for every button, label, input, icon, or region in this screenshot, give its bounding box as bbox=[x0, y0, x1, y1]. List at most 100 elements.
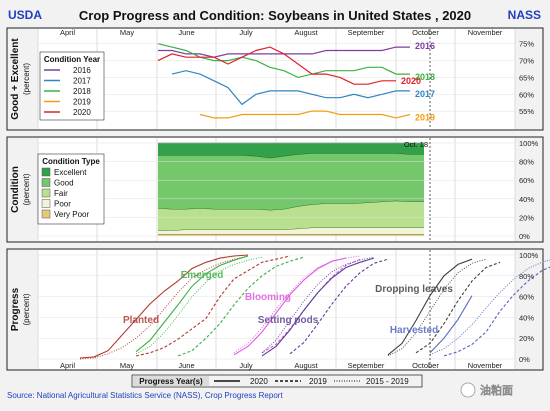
condition-area-fair bbox=[158, 200, 424, 231]
legend-swatch-very-poor bbox=[41, 209, 51, 219]
legend-label-2019: 2019 bbox=[73, 98, 91, 107]
footer: Source: National Agricultural Statistics… bbox=[7, 374, 513, 400]
month-label: April bbox=[60, 361, 75, 370]
series-line-2020 bbox=[157, 46, 396, 85]
progress-panel: 100% 80% 60% 40% 20% 0% Progress (percent) April… bbox=[6, 248, 550, 371]
legend-label-excellent: Excellent bbox=[54, 168, 87, 177]
y-tick-label: 0% bbox=[519, 232, 530, 241]
month-label: July bbox=[239, 361, 253, 370]
plot-area bbox=[38, 250, 515, 369]
legend-title: Condition Type bbox=[42, 157, 100, 166]
y-axis-unit: (percent) bbox=[22, 63, 31, 95]
y-tick-label: 20% bbox=[519, 213, 534, 222]
stage-label-blooming: Blooming bbox=[245, 292, 291, 303]
series-end-label-2018: 2018 bbox=[415, 72, 435, 82]
legend-label-2020: 2020 bbox=[73, 108, 91, 117]
y-axis-unit: (percent) bbox=[22, 293, 31, 325]
month-label: November bbox=[468, 361, 503, 370]
y-tick-label: 60% bbox=[519, 176, 534, 185]
chart-title: Crop Progress and Condition: Soybeans in… bbox=[79, 8, 471, 23]
stage-label-harvested: Harvested bbox=[390, 325, 438, 336]
y-tick-label: 100% bbox=[519, 251, 539, 260]
condition-area-poor bbox=[158, 227, 424, 235]
legend-label-poor: Poor bbox=[54, 200, 71, 209]
legend-swatch-excellent bbox=[41, 167, 51, 177]
legend-swatch-poor bbox=[41, 199, 51, 208]
month-label: June bbox=[178, 28, 194, 37]
series-end-label-2016: 2016 bbox=[415, 41, 435, 51]
legend-box bbox=[39, 51, 105, 121]
condition-area-very-poor bbox=[158, 234, 424, 236]
y-tick-label: 80% bbox=[519, 272, 534, 281]
legend-2019-label: 2019 bbox=[309, 377, 327, 386]
current-date-label: Oct. 18 bbox=[404, 140, 428, 149]
legend-swatch-good bbox=[41, 178, 51, 187]
month-label: June bbox=[178, 361, 194, 370]
y-tick-label: 70% bbox=[519, 57, 534, 66]
progress-line-emerged-2020 bbox=[135, 255, 249, 353]
month-label: September bbox=[348, 361, 385, 370]
y-axis-title: Condition bbox=[10, 166, 21, 213]
good-excellent-panel: April May June July August September October No… bbox=[6, 27, 544, 131]
legend-label-very-poor: Very Poor bbox=[54, 210, 89, 219]
legend-title: Condition Year bbox=[44, 55, 100, 64]
month-label: July bbox=[239, 28, 253, 37]
stage-label-dropping-leaves: Dropping leaves bbox=[375, 284, 453, 295]
legend-2020-label: 2020 bbox=[250, 377, 268, 386]
series-end-label-2019: 2019 bbox=[415, 113, 435, 123]
legend-label-good: Good bbox=[54, 179, 74, 188]
source-note: Source: National Agricultural Statistics… bbox=[7, 391, 283, 400]
y-axis-unit: (percent) bbox=[22, 173, 31, 205]
month-label: August bbox=[294, 361, 318, 370]
month-label: May bbox=[120, 361, 134, 370]
y-tick-label: 0% bbox=[519, 355, 530, 364]
progress-line-harvested-2020 bbox=[429, 295, 473, 354]
month-label: October bbox=[412, 361, 439, 370]
stage-label-planted: Planted bbox=[123, 315, 159, 326]
wechat-icon bbox=[460, 382, 476, 398]
month-label: August bbox=[294, 28, 318, 37]
usda-logo: USDA bbox=[8, 8, 42, 22]
legend-swatch-fair bbox=[41, 188, 51, 198]
y-tick-label: 40% bbox=[519, 195, 534, 204]
watermark-text: 油粕面 bbox=[480, 383, 513, 397]
condition-panel: 100% 80% 60% 40% 20% 0% Condition (percent) Oct.… bbox=[6, 136, 544, 243]
plot-area bbox=[38, 29, 515, 129]
y-tick-label: 80% bbox=[519, 158, 534, 167]
progress-line-emerged-2019 bbox=[177, 256, 305, 357]
progress-line-harvested-2019 bbox=[443, 266, 550, 357]
progress-line-planted-2020 bbox=[79, 254, 249, 359]
y-axis-title: Good + Excellent bbox=[10, 38, 21, 120]
legend-label-fair: Fair bbox=[54, 189, 68, 198]
progress-line-planted-2019 bbox=[135, 255, 291, 357]
progress-years-legend-title-box bbox=[133, 376, 209, 386]
stage-label-emerged: Emerged bbox=[181, 270, 224, 281]
progress-line-setting-pods-2015-2019 bbox=[261, 256, 375, 354]
stage-label-setting-pods: Setting pods bbox=[258, 315, 319, 326]
legend-label-2016: 2016 bbox=[73, 66, 91, 75]
month-label: November bbox=[468, 28, 503, 37]
nass-logo: NASS bbox=[508, 8, 541, 22]
legend-label-2017: 2017 bbox=[73, 77, 91, 86]
month-label: September bbox=[348, 28, 385, 37]
series-line-2017 bbox=[171, 70, 410, 106]
month-label: May bbox=[120, 28, 134, 37]
progress-line-emerged-2015-2019 bbox=[135, 256, 263, 355]
y-tick-label: 55% bbox=[519, 107, 534, 116]
y-tick-label: 40% bbox=[519, 313, 534, 322]
series-end-label-2020: 2020 bbox=[401, 76, 421, 86]
progress-line-blooming-2015-2019 bbox=[233, 255, 361, 354]
y-tick-label: 75% bbox=[519, 40, 534, 49]
progress-years-legend-title: Progress Year(s) bbox=[139, 377, 203, 386]
y-axis-title: Progress bbox=[10, 287, 21, 331]
series-end-label-2017: 2017 bbox=[415, 89, 435, 99]
progress-line-setting-pods-2019 bbox=[289, 258, 389, 355]
month-label: April bbox=[60, 28, 75, 37]
y-tick-label: 60% bbox=[519, 90, 534, 99]
progress-line-setting-pods-2020 bbox=[261, 257, 375, 357]
y-tick-label: 65% bbox=[519, 73, 534, 82]
month-label: October bbox=[412, 28, 439, 37]
